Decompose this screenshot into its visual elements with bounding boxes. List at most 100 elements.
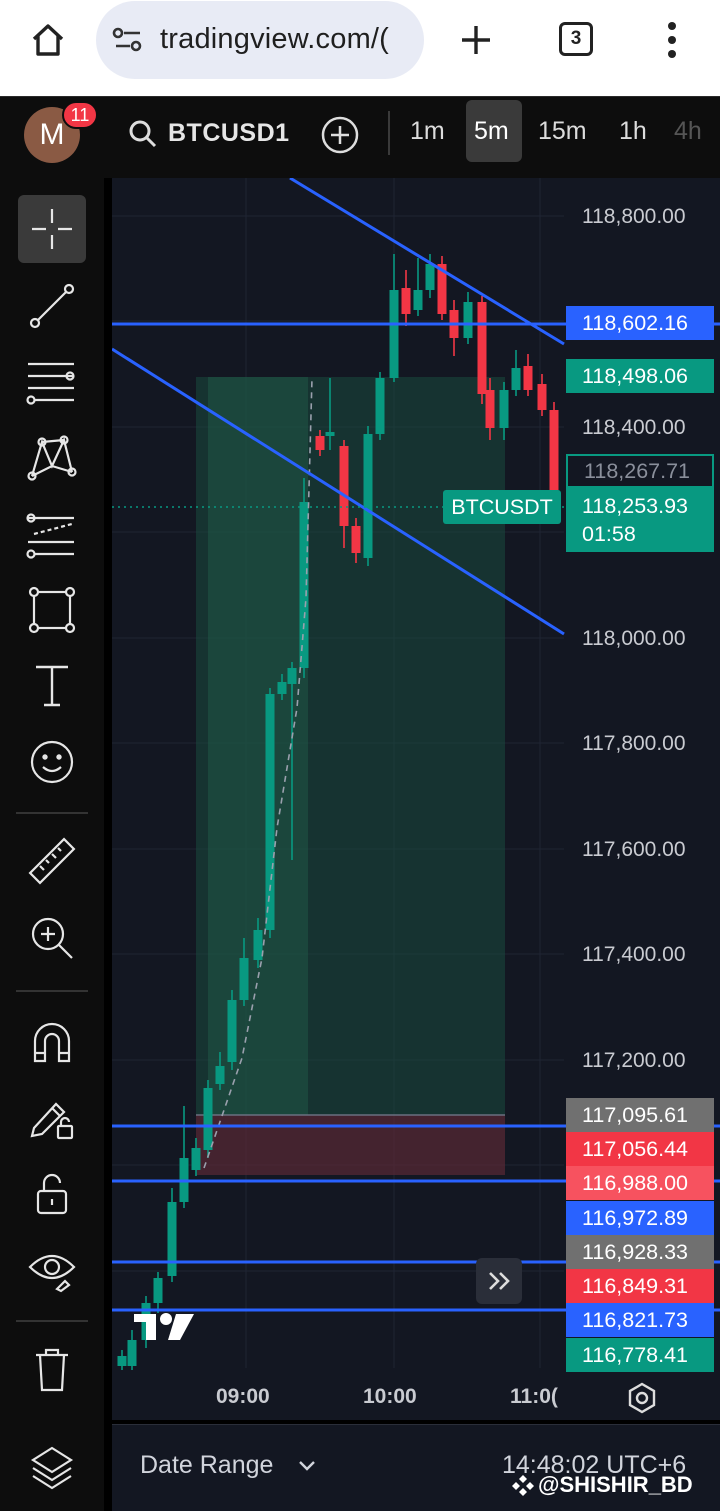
fib-retracement-icon[interactable] (18, 348, 86, 416)
candle-body (253, 930, 263, 960)
price-tag: 116,821.73 (566, 1303, 714, 1337)
url-text[interactable]: tradingview.com/( (160, 23, 390, 55)
price-axis-label: 117,400.00 (582, 943, 686, 966)
scroll-to-realtime-button[interactable] (476, 1258, 522, 1304)
trend-line-lower (112, 347, 565, 636)
rectangle-icon[interactable] (18, 576, 86, 644)
candle-body (477, 302, 487, 394)
layers-icon[interactable] (18, 1433, 86, 1501)
ruler-icon[interactable] (18, 828, 86, 896)
watermark-text: @SHISHIR_BD (538, 1472, 693, 1497)
url-bar[interactable]: tradingview.com/( (96, 1, 424, 79)
pattern-icon[interactable] (18, 424, 86, 492)
symbol-name[interactable]: BTCUSD1 (168, 119, 290, 147)
current-price-tag: 118,253.93 01:58 (566, 488, 714, 552)
drawing-toolbar (0, 178, 104, 1511)
toolbar-divider (16, 812, 88, 814)
eye-icon[interactable] (18, 1236, 86, 1304)
current-price: 118,253.93 (582, 494, 689, 518)
candle-body (437, 264, 447, 314)
chevron-down-icon[interactable] (298, 1459, 316, 1477)
site-settings-icon[interactable] (112, 25, 144, 60)
price-tag: 118,602.16 (566, 306, 714, 340)
candle-body (425, 264, 435, 290)
new-tab-icon[interactable] (448, 12, 504, 68)
time-axis-label: 11:0( (510, 1385, 558, 1408)
price-axis-label: 117,200.00 (582, 1049, 686, 1072)
timeframe-15m[interactable]: 15m (538, 117, 587, 145)
timeframe-1h[interactable]: 1h (619, 117, 647, 145)
candle-body (339, 446, 349, 526)
lock-drawing-icon[interactable] (18, 1084, 86, 1152)
divider (388, 111, 390, 155)
emoji-icon[interactable] (18, 728, 86, 796)
search-icon[interactable] (128, 119, 158, 154)
magnet-icon[interactable] (18, 1008, 86, 1076)
price-axis-label: 117,600.00 (582, 838, 686, 861)
forecast-icon[interactable] (18, 500, 86, 568)
candle-body (375, 378, 385, 434)
candle-body (549, 410, 559, 494)
browser-bar: tradingview.com/( 3 (0, 0, 720, 96)
price-axis-label: 118,000.00 (582, 627, 686, 650)
chart-header: M 11 BTCUSD1 1m 5m 15m 1h 4h (0, 96, 720, 178)
lock-icon[interactable] (18, 1160, 86, 1228)
candle-body (167, 1202, 177, 1276)
candle-body (389, 290, 399, 378)
timeframe-4h[interactable]: 4h (674, 117, 702, 145)
candle-body (215, 1066, 225, 1084)
candle-body (299, 502, 309, 668)
time-axis-label: 09:00 (216, 1385, 270, 1408)
home-icon[interactable] (20, 12, 76, 68)
chart-settings-icon[interactable] (626, 1382, 658, 1419)
bottom-bar: Date Range 14:48:02 UTC+6 (112, 1424, 720, 1511)
more-menu-icon[interactable] (644, 12, 700, 68)
candle-body (325, 432, 335, 436)
clock[interactable]: 14:48:02 UTC+6 (502, 1451, 687, 1479)
price-tag: 118,498.06 (566, 359, 714, 393)
price-axis-label: 117,800.00 (582, 732, 686, 755)
position-loss-zone (196, 1115, 505, 1175)
watermark-icon (512, 1474, 534, 1501)
position-profit-zone-inner (208, 377, 308, 1115)
chart-canvas[interactable]: 118,800.00 118,400.00 118,000.00 117,800… (112, 178, 720, 1420)
price-tag: 116,988.00 (566, 1166, 714, 1200)
trash-icon[interactable] (18, 1336, 86, 1404)
timeframe-1m[interactable]: 1m (410, 117, 445, 145)
price-tag: 117,095.61 (566, 1098, 714, 1132)
trend-line-upper (289, 178, 565, 346)
candle-body (537, 384, 547, 410)
candle-body (499, 390, 509, 428)
tab-count-button[interactable]: 3 (559, 22, 593, 56)
zoom-in-icon[interactable] (18, 904, 86, 972)
toolbar-divider (16, 1320, 88, 1322)
active-timeframe-bg (466, 100, 522, 162)
price-tag: 116,972.89 (566, 1201, 714, 1235)
compare-add-icon[interactable] (320, 115, 360, 160)
candle-body (401, 288, 411, 314)
candle-body (287, 668, 297, 684)
candle-body (203, 1088, 213, 1150)
price-tag: 116,849.31 (566, 1269, 714, 1303)
trend-line-icon[interactable] (18, 272, 86, 340)
timeframe-5m[interactable]: 5m (474, 117, 509, 145)
candle-body (191, 1148, 201, 1170)
symbol-price-label: BTCUSDT (443, 490, 561, 524)
candle-body (485, 390, 495, 428)
bar-countdown: 01:58 (582, 522, 636, 546)
candle-body (523, 366, 533, 390)
candle-body (315, 436, 325, 450)
candle-body (153, 1278, 163, 1303)
candle-body (239, 958, 249, 1000)
price-tag: 116,778.41 (566, 1338, 714, 1372)
crosshair-icon[interactable] (18, 195, 86, 263)
notification-badge: 11 (62, 101, 98, 129)
candle-body (511, 368, 521, 390)
toolbar-divider (16, 990, 88, 992)
candle-body (351, 526, 361, 553)
candle-body (117, 1356, 127, 1366)
time-axis-label: 10:00 (363, 1385, 417, 1408)
text-icon[interactable] (18, 652, 86, 720)
date-range-button[interactable]: Date Range (140, 1451, 274, 1479)
price-tag: 118,267.71 (566, 454, 714, 488)
